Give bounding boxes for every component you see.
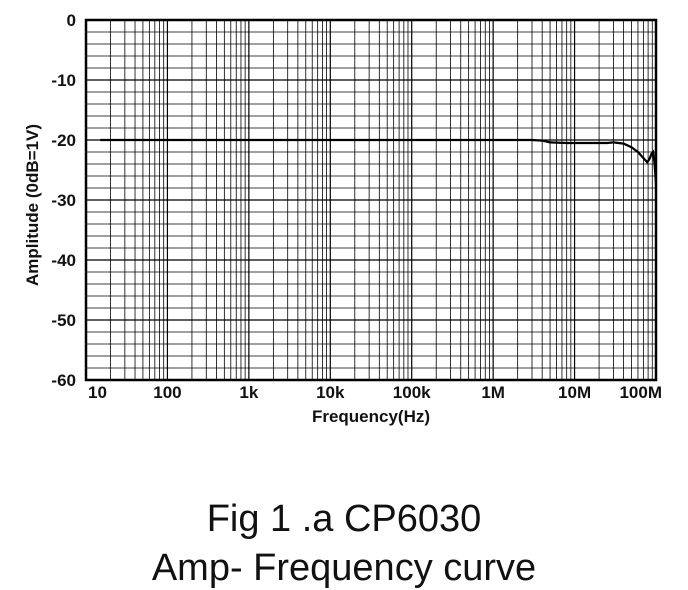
x-tick-label: 100M <box>619 383 662 402</box>
y-tick-label: -30 <box>51 191 76 210</box>
y-tick-label: -40 <box>51 251 76 270</box>
x-tick-label: 100k <box>393 383 431 402</box>
x-axis-label: Frequency(Hz) <box>312 407 430 426</box>
y-tick-label: -20 <box>51 131 76 150</box>
x-tick-labels: 10 100 1k 10k 100k 1M 10M 100M <box>88 383 662 402</box>
amp-frequency-chart: 10 100 1k 10k 100k 1M 10M 100M 0 -10 -20 -30 -40 -50… <box>23 11 662 426</box>
plot-frame <box>84 18 658 382</box>
figure-caption-line1: Fig 1 .a CP6030 <box>206 498 482 540</box>
series-line <box>100 138 658 186</box>
chart-grid <box>85 19 656 381</box>
x-tick-label: 100 <box>153 383 181 402</box>
y-tick-label: -60 <box>51 371 76 390</box>
x-tick-label: 10 <box>88 383 107 402</box>
y-tick-label: -10 <box>51 71 76 90</box>
x-tick-label: 10M <box>558 383 591 402</box>
y-axis-label: Amplitude (0dB=1V) <box>23 124 42 286</box>
y-tick-label: -50 <box>51 311 76 330</box>
x-tick-label: 1k <box>239 383 258 402</box>
x-tick-label: 1M <box>481 383 505 402</box>
figure-caption-line2: Amp- Frequency curve <box>151 547 537 589</box>
y-tick-label: 0 <box>67 11 76 30</box>
x-tick-label: 10k <box>316 383 345 402</box>
y-tick-labels: 0 -10 -20 -30 -40 -50 -60 <box>51 11 76 390</box>
